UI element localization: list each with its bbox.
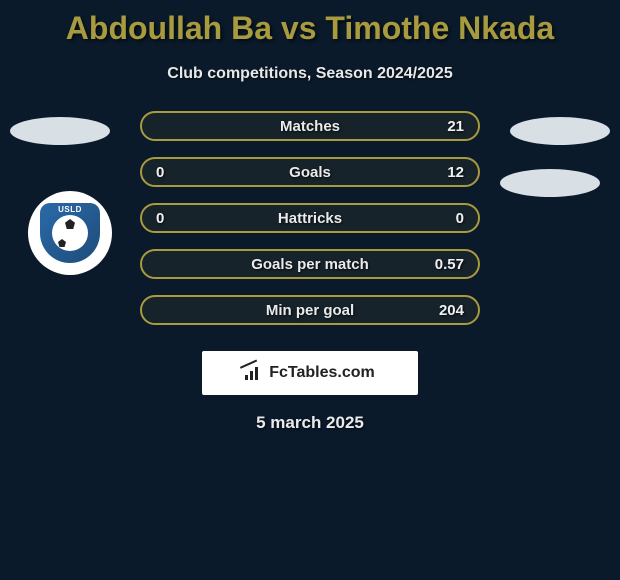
player1-name: Abdoullah Ba bbox=[66, 10, 272, 46]
stat-row-matches: Matches 21 bbox=[140, 111, 480, 141]
decor-ellipse-left bbox=[10, 117, 110, 145]
player2-name: Timothe Nkada bbox=[325, 10, 554, 46]
decor-ellipse-right-1 bbox=[510, 117, 610, 145]
stat-row-hattricks: 0 Hattricks 0 bbox=[140, 203, 480, 233]
stat-right: 204 bbox=[424, 302, 464, 319]
stat-label: Min per goal bbox=[266, 302, 354, 319]
soccer-ball-icon bbox=[52, 215, 88, 251]
date-text: 5 march 2025 bbox=[0, 413, 620, 433]
stat-right: 0 bbox=[424, 210, 464, 227]
stat-row-min-per-goal: Min per goal 204 bbox=[140, 295, 480, 325]
stat-label: Hattricks bbox=[278, 210, 342, 227]
stat-label: Goals bbox=[289, 164, 331, 181]
badge-text: USLD bbox=[40, 205, 100, 214]
stat-row-goals-per-match: Goals per match 0.57 bbox=[140, 249, 480, 279]
stat-right: 21 bbox=[424, 118, 464, 135]
club-badge: USLD bbox=[28, 191, 112, 275]
shield-icon: USLD bbox=[40, 203, 100, 263]
stat-left: 0 bbox=[156, 210, 196, 227]
stat-label: Goals per match bbox=[251, 256, 369, 273]
chart-icon bbox=[245, 366, 263, 380]
stat-right: 12 bbox=[424, 164, 464, 181]
stat-row-goals: 0 Goals 12 bbox=[140, 157, 480, 187]
stat-right: 0.57 bbox=[424, 256, 464, 273]
branding-box[interactable]: FcTables.com bbox=[202, 351, 418, 395]
comparison-title: Abdoullah Ba vs Timothe Nkada bbox=[0, 0, 620, 47]
stat-label: Matches bbox=[280, 118, 340, 135]
stat-rows: Matches 21 0 Goals 12 0 Hattricks 0 Goal… bbox=[140, 111, 480, 341]
club-badge-inner: USLD bbox=[40, 203, 100, 263]
subtitle: Club competitions, Season 2024/2025 bbox=[0, 65, 620, 83]
stats-arena: USLD Matches 21 0 Goals 12 0 Hattricks 0… bbox=[0, 111, 620, 341]
decor-ellipse-right-2 bbox=[500, 169, 600, 197]
branding-text: FcTables.com bbox=[269, 364, 375, 382]
stat-left: 0 bbox=[156, 164, 196, 181]
title-vs: vs bbox=[281, 10, 317, 46]
